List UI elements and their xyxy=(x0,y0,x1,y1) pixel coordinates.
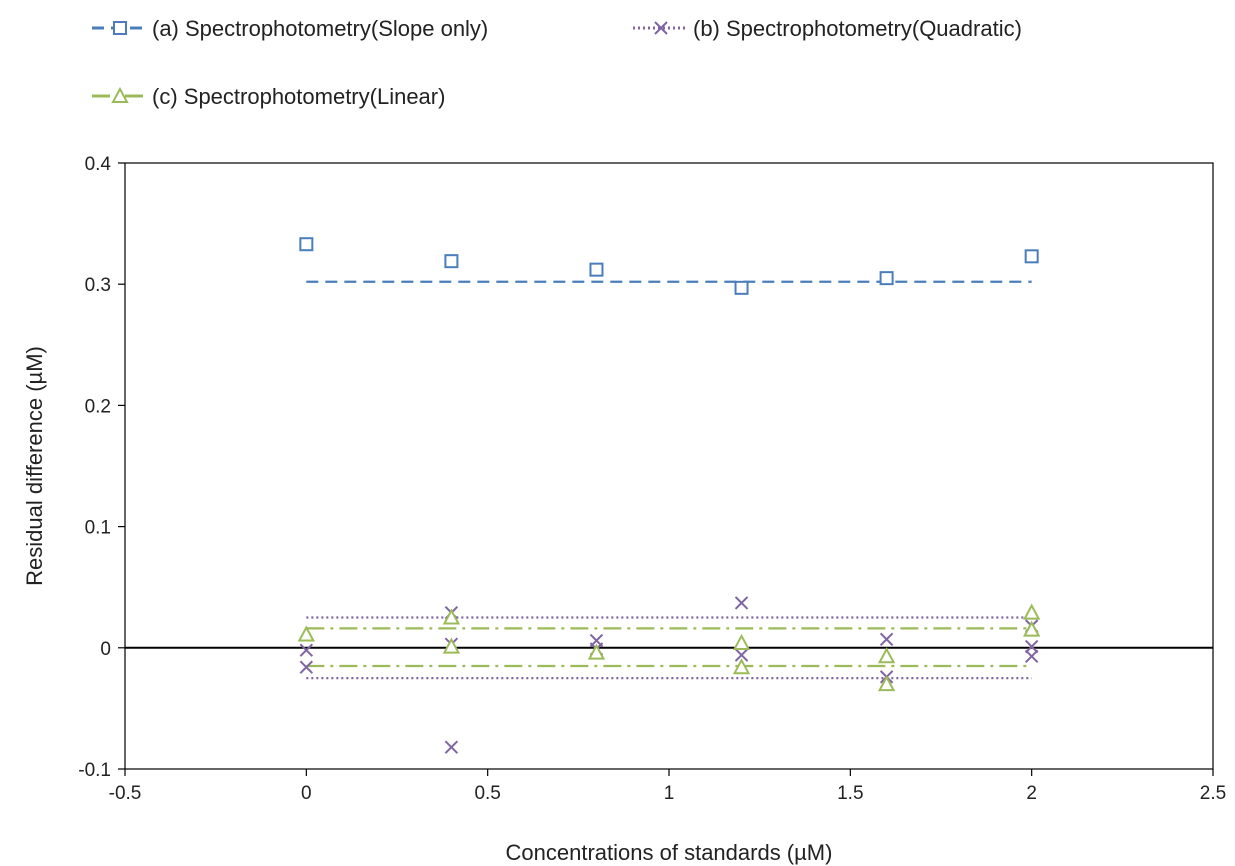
series-2-point xyxy=(877,675,896,692)
series-2-point xyxy=(297,625,316,642)
series-0-point xyxy=(734,280,749,295)
series-2-point xyxy=(732,658,751,675)
series-0-point xyxy=(299,237,314,252)
plot-area-frame xyxy=(124,162,1214,770)
series-1-point xyxy=(734,648,749,662)
series-2-point xyxy=(442,637,461,654)
legend-marker xyxy=(654,21,668,35)
x-tick-label: 2.5 xyxy=(1200,783,1226,804)
series-0-point xyxy=(444,254,459,269)
x-tick-label: 2 xyxy=(1026,783,1037,804)
legend-label: (a) Spectrophotometry(Slope only) xyxy=(152,16,488,41)
x-tick-label: 1.5 xyxy=(837,783,863,804)
series-0-point xyxy=(1024,249,1039,264)
y-axis: -0.1 0 0.1 0.2 0.3 0.4 xyxy=(78,154,125,781)
series-2-point xyxy=(1022,620,1041,637)
x-tick-label: 0.5 xyxy=(474,783,500,804)
y-tick-label: 0.3 xyxy=(85,275,111,296)
series-1-point xyxy=(734,596,749,610)
x-tick-label: 1 xyxy=(664,783,675,804)
x-tick-label: 0 xyxy=(301,783,312,804)
series-1-point xyxy=(299,643,314,657)
legend-label: (c) Spectrophotometry(Linear) xyxy=(152,84,445,109)
y-axis-title: Residual difference (µM) xyxy=(22,346,47,586)
series-0-point xyxy=(879,271,894,286)
x-tick-label: -0.5 xyxy=(109,783,142,804)
legend-marker xyxy=(113,21,127,35)
series-1-point xyxy=(444,740,459,754)
data-points xyxy=(297,237,1041,754)
series-2-point xyxy=(442,608,461,625)
y-tick-label: 0.1 xyxy=(85,518,111,539)
x-axis-title: Concentrations of standards (µM) xyxy=(506,840,833,865)
series-2-point xyxy=(732,633,751,650)
series-1-point xyxy=(299,660,314,674)
series-1-point xyxy=(879,632,894,647)
series-1-point xyxy=(1024,649,1039,663)
legend-marker xyxy=(111,86,129,103)
legend-label: (b) Spectrophotometry(Quadratic) xyxy=(693,16,1022,41)
legend-item-2: (c) Spectrophotometry(Linear) xyxy=(92,84,445,109)
y-tick-label: -0.1 xyxy=(78,760,111,781)
y-tick-label: 0.2 xyxy=(85,396,111,417)
legend-item-1: (b) Spectrophotometry(Quadratic) xyxy=(633,16,1022,41)
series-2-point xyxy=(877,647,896,664)
y-tick-label: 0 xyxy=(100,639,111,660)
legend-item-0: (a) Spectrophotometry(Slope only) xyxy=(92,16,488,41)
series-0-point xyxy=(589,262,604,277)
limit-lines xyxy=(306,280,1032,680)
x-axis: -0.5 0 0.5 1 1.5 2 2.5 xyxy=(109,769,1226,804)
series-2-point xyxy=(587,643,606,660)
y-tick-label: 0.4 xyxy=(85,154,112,175)
legend: (a) Spectrophotometry(Slope only) (b) Spe… xyxy=(92,16,1022,109)
series-1-point xyxy=(1024,639,1039,654)
series-2-point xyxy=(1022,603,1041,620)
